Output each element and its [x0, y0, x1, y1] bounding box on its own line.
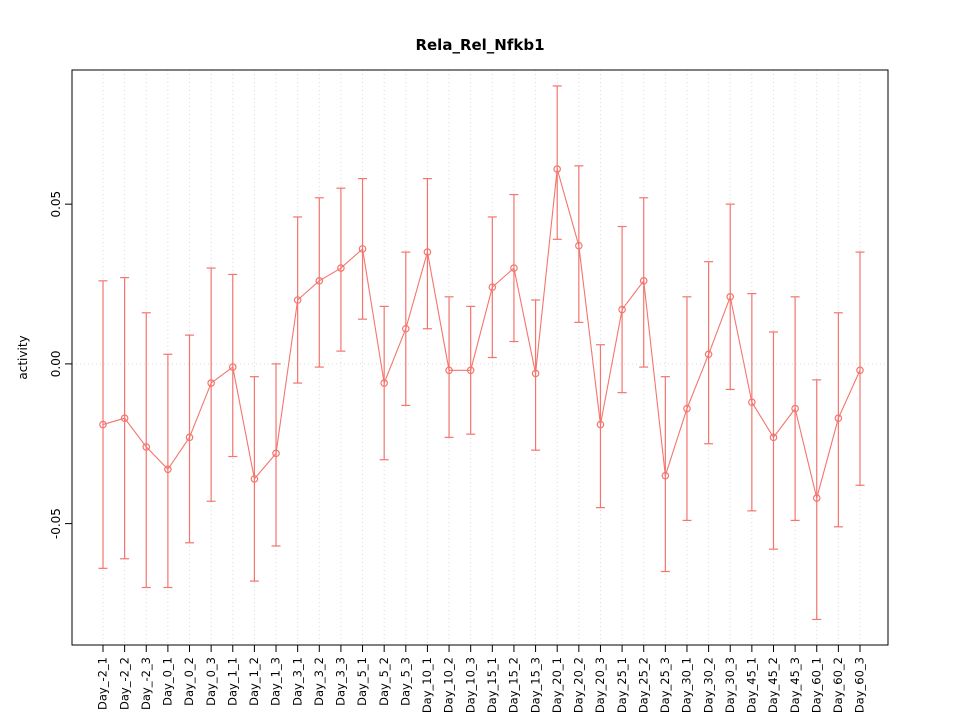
series-line [102, 168, 861, 499]
data-point [856, 366, 864, 375]
x-tick-label: Day_-2_2 [117, 657, 131, 710]
x-tick-label: Day_3_1 [290, 657, 304, 706]
plot-box [71, 69, 889, 646]
x-tick-label: Day_10_1 [420, 657, 434, 713]
x-tick-label: Day_20_2 [572, 657, 586, 713]
data-point [618, 305, 626, 314]
data-point [531, 369, 540, 378]
x-tick-label: Day_20_3 [593, 657, 607, 713]
x-tick-label: Day_1_3 [269, 657, 283, 706]
x-tick-label: Day_0_1 [161, 657, 175, 706]
x-tick-label: Day_3_2 [312, 657, 326, 706]
x-tick-label: Day_60_1 [809, 657, 823, 713]
x-tick-label: Day_45_3 [788, 657, 802, 713]
data-point [834, 414, 843, 422]
data-point [683, 404, 691, 413]
x-tick-label: Day_45_1 [745, 657, 759, 713]
x-tick-label: Day_15_1 [485, 657, 499, 713]
data-point [704, 350, 713, 359]
x-tick-label: Day_25_1 [615, 657, 629, 713]
x-tick-label: Day_15_3 [528, 657, 542, 713]
x-tick-label: Day_-2_1 [96, 657, 110, 710]
x-tick-label: Day_30_3 [723, 657, 737, 713]
data-point [272, 449, 280, 458]
x-tick-label: Day_0_3 [204, 657, 218, 706]
x-tick-label: Day_15_2 [507, 657, 521, 713]
data-point [423, 248, 432, 256]
data-point [812, 494, 821, 502]
x-tick-label: Day_30_2 [701, 657, 715, 713]
data-point [293, 296, 302, 304]
data-point [769, 433, 778, 442]
data-point [380, 379, 388, 387]
data-point [639, 277, 648, 285]
x-tick-label: Day_0_2 [182, 657, 196, 706]
x-tick-label: Day_5_2 [377, 657, 391, 706]
data-point [661, 471, 670, 480]
x-tick-label: Day_10_3 [463, 657, 477, 713]
data-point [120, 414, 129, 422]
data-point [250, 475, 259, 483]
x-tick-label: Day_30_1 [680, 657, 694, 713]
x-tick-label: Day_20_1 [550, 657, 564, 713]
x-tick-label: Day_-2_3 [139, 657, 153, 710]
y-tick-label: 0.00 [49, 351, 63, 378]
x-tick-label: Day_10_2 [442, 657, 456, 713]
data-point [510, 264, 518, 272]
x-tick-label: Day_5_1 [355, 657, 369, 706]
x-tick-label: Day_25_2 [636, 657, 650, 713]
data-point [401, 324, 410, 333]
y-tick-label: 0.05 [49, 191, 63, 218]
x-tick-label: Day_60_3 [853, 657, 867, 713]
x-tick-label: Day_3_3 [334, 657, 348, 706]
data-point [228, 363, 237, 371]
y-tick-label: -0.05 [49, 508, 63, 539]
x-tick-label: Day_25_3 [658, 657, 672, 713]
x-tick-label: Day_1_2 [247, 657, 261, 706]
data-point [142, 443, 151, 451]
data-point [337, 264, 345, 272]
y-axis-label: activity [16, 335, 30, 379]
x-tick-label: Day_60_2 [831, 657, 845, 713]
data-point [99, 420, 107, 429]
data-point [164, 465, 172, 474]
data-point [596, 420, 605, 429]
x-tick-label: Day_5_3 [398, 657, 412, 706]
data-point [726, 293, 735, 301]
data-point [791, 404, 799, 413]
x-tick-label: Day_45_2 [766, 657, 780, 713]
data-point [488, 283, 497, 292]
data-point [445, 366, 453, 375]
data-point [207, 379, 215, 387]
x-tick-label: Day_1_1 [225, 657, 239, 706]
data-point [185, 433, 194, 442]
data-point [466, 366, 475, 375]
data-point [553, 165, 562, 173]
data-point [575, 241, 583, 250]
chart-title: Rela_Rel_Nfkb1 [415, 36, 545, 54]
data-point [358, 245, 367, 253]
data-point [748, 398, 756, 407]
data-point [315, 277, 324, 285]
